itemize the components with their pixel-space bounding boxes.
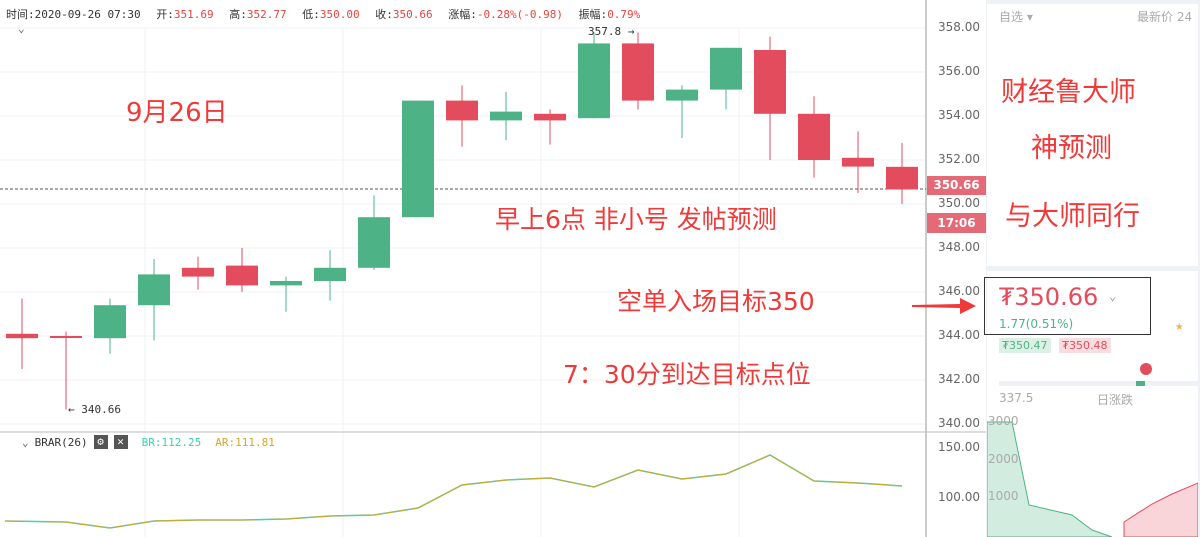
price-tick: 350.00 — [938, 196, 980, 210]
indicator-header: ⌄ BRAR(26) ⚙ ✕ BR:112.25 AR:111.81 — [22, 435, 275, 449]
close-icon[interactable]: ✕ — [113, 435, 128, 449]
ar-line — [4, 454, 903, 529]
candle-down — [182, 267, 214, 277]
latest-price-label: 最新价 — [1137, 10, 1174, 24]
daily-change-label: 日涨跌 — [1097, 393, 1134, 407]
candle-down — [842, 157, 874, 167]
br-value: BR:112.25 — [141, 435, 202, 449]
change-label: 涨幅: — [448, 8, 477, 21]
candle-down — [886, 166, 918, 190]
candle-up — [490, 111, 522, 121]
ohlc-info-bar: 时间:2020-09-26 07:30 开:351.69 高:352.77 低:… — [6, 6, 649, 22]
candle-down — [50, 336, 82, 338]
amplitude-label: 振幅: — [578, 8, 608, 21]
pin-icon — [1140, 363, 1152, 375]
kline-chart[interactable]: 时间:2020-09-26 07:30 开:351.69 高:352.77 低:… — [0, 0, 986, 537]
time-value: 2020-09-26 07:30 — [34, 8, 141, 21]
depth-chart — [987, 421, 1198, 537]
chart-canvas — [0, 0, 986, 537]
candle-down — [534, 113, 566, 121]
indicator-tick: 150.00 — [938, 440, 980, 454]
depth-tick: 3000 — [988, 414, 1019, 428]
chevron-down-icon[interactable]: ⌄ — [1109, 289, 1117, 303]
candle-up — [710, 47, 742, 90]
change-value: -0.28%(-0.98) — [476, 8, 563, 21]
bid-depth-area — [987, 421, 1113, 537]
price-tick: 356.00 — [938, 64, 980, 78]
price-tick: 344.00 — [938, 328, 980, 342]
br-line — [4, 454, 903, 529]
annotation-master: 财经鲁大师 — [1001, 77, 1136, 108]
time-label: 时间: — [6, 8, 35, 21]
price-change: 1.77(0.51%) — [999, 317, 1074, 331]
candle-up — [578, 43, 610, 119]
close-value: 350.66 — [392, 8, 433, 21]
daily-range-bar — [999, 381, 1198, 386]
price-tick: 348.00 — [938, 240, 980, 254]
low-label: 低: — [302, 8, 320, 21]
candle-up — [358, 217, 390, 268]
candle-up — [270, 281, 302, 286]
watchlist-dropdown[interactable]: 自选 ▾ — [999, 10, 1033, 24]
candle-down — [226, 265, 258, 286]
open-label: 开: — [156, 8, 174, 21]
range-low: 337.5 — [999, 391, 1034, 405]
current-price-tag: 350.66 — [927, 176, 986, 195]
star-icon[interactable]: ★ — [1175, 318, 1184, 334]
latest-price-header: 最新价 24 — [1137, 8, 1192, 25]
candle-down — [446, 100, 478, 121]
annotation-forecast: 早上6点 非小号 发帖预测 — [495, 205, 777, 234]
annotation-date: 9月26日 — [126, 98, 228, 128]
candle-up — [402, 100, 434, 218]
candle-down — [754, 50, 786, 114]
indicator-tick: 100.00 — [938, 490, 980, 504]
annotation-target: 空单入场目标350 — [617, 287, 815, 316]
market-sidebar: 自选 ▾ 最新价 24 财经鲁大师 神预测 与大师同行 ₮350.66 ⌄ 1.… — [984, 4, 1198, 537]
ask-depth-area — [1123, 482, 1198, 537]
bid-price: ₮350.47 — [999, 338, 1051, 353]
candle-up — [94, 305, 126, 339]
last-price: ₮350.66 — [999, 283, 1099, 311]
candle-down — [622, 43, 654, 101]
ask-price: ₮350.48 — [1059, 338, 1111, 353]
low-marker: ← 340.66 — [68, 403, 121, 416]
amplitude-value: 0.79% — [607, 8, 641, 21]
depth-tick: 2000 — [988, 452, 1019, 466]
high-value: 352.77 — [246, 8, 287, 21]
high-marker: 357.8 → — [588, 25, 635, 38]
candle-down — [798, 113, 830, 160]
annotation-reached: 7：30分到达目标点位 — [563, 360, 811, 389]
candle-up — [666, 89, 698, 101]
price-tick: 346.00 — [938, 284, 980, 298]
chevron-down-icon[interactable]: ⌄ — [22, 435, 29, 449]
indicator-name: BRAR(26) — [34, 435, 88, 449]
low-value: 350.00 — [319, 8, 360, 21]
ar-value: AR:111.81 — [215, 435, 275, 449]
price-tick: 340.00 — [938, 416, 980, 430]
open-value: 351.69 — [173, 8, 214, 21]
candle-down — [6, 333, 38, 339]
red-arrow-icon — [912, 298, 976, 314]
price-highlight-box — [984, 277, 1151, 335]
price-tick: 354.00 — [938, 108, 980, 122]
gear-icon[interactable]: ⚙ — [93, 435, 108, 449]
price-tick: 352.00 — [938, 152, 980, 166]
annotation-follow: 与大师同行 — [1005, 201, 1140, 232]
price-tick: 358.00 — [938, 20, 980, 34]
close-label: 收: — [375, 8, 393, 21]
high-label: 高: — [229, 8, 247, 21]
price-tick: 342.00 — [938, 372, 980, 386]
candle-up — [314, 267, 346, 281]
column-header-24: 24 — [1176, 10, 1193, 24]
depth-tick: 1000 — [988, 489, 1019, 503]
countdown-tag: 17:06 — [927, 213, 986, 233]
candle-up — [138, 274, 170, 306]
annotation-prediction: 神预测 — [1031, 133, 1112, 164]
